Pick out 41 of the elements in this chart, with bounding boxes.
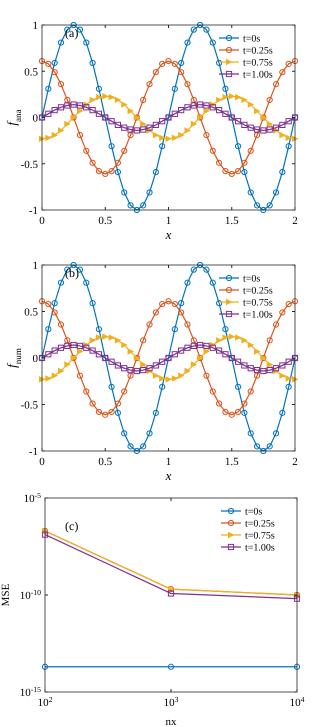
- x-tick-label: 10$^{3}$: [164, 694, 179, 709]
- legend-label: t=0.25s: [243, 286, 273, 296]
- legend-label: t=0.25s: [243, 46, 273, 56]
- legend-label: t=0.75s: [245, 530, 275, 542]
- legend-label: t=0.25s: [245, 518, 275, 530]
- y-tick-label: 0.5: [24, 306, 38, 318]
- x-tick-label: 10$^{4}$: [290, 694, 305, 709]
- y-tick-label: -0.5: [20, 158, 38, 171]
- y-tick-label: 0: [32, 353, 38, 365]
- legend-label: t=0s: [243, 34, 260, 44]
- y-tick-label: 10$^{-5}$: [24, 490, 42, 505]
- y-tick-label: 1: [32, 20, 38, 32]
- x-tick-label: 2: [292, 215, 298, 227]
- y-tick-label: 0: [32, 112, 38, 124]
- legend-label: t=1.00s: [245, 542, 275, 554]
- x-tick-label: 1: [166, 215, 172, 227]
- x-axis-title: x: [164, 468, 172, 483]
- y-tick-label: 0.5: [24, 66, 38, 78]
- y-axis-title: MSE: [0, 583, 12, 606]
- y-tick-label: -1: [28, 446, 38, 458]
- annotation: (c): [65, 519, 78, 533]
- x-axis-title: x: [164, 227, 172, 242]
- x-tick-label: 1.5: [224, 456, 240, 468]
- x-axis-title: nx: [166, 716, 177, 727]
- legend-label: t=0.75s: [243, 58, 273, 68]
- x-tick-label: 0.5: [98, 215, 113, 227]
- y-tick-label: -1: [28, 205, 38, 217]
- x-tick-label: 1: [166, 456, 172, 468]
- legend-label: t=1.00s: [243, 70, 273, 80]
- y-tick-label: -0.5: [20, 400, 38, 412]
- x-tick-label: 1.5: [224, 215, 240, 227]
- annotation: (b): [65, 266, 79, 280]
- y-tick-label: 10$^{-10}$: [20, 588, 42, 602]
- y-tick-label: 1: [32, 260, 38, 272]
- legend-label: t=0s: [245, 506, 262, 518]
- annotation: (a): [65, 26, 78, 40]
- x-tick-label: 2: [292, 456, 298, 468]
- legend-label: t=0.75s: [243, 298, 273, 308]
- legend-label: t=1.00s: [243, 310, 273, 320]
- x-tick-label: 0.5: [98, 456, 113, 468]
- legend-label: t=0s: [243, 274, 260, 284]
